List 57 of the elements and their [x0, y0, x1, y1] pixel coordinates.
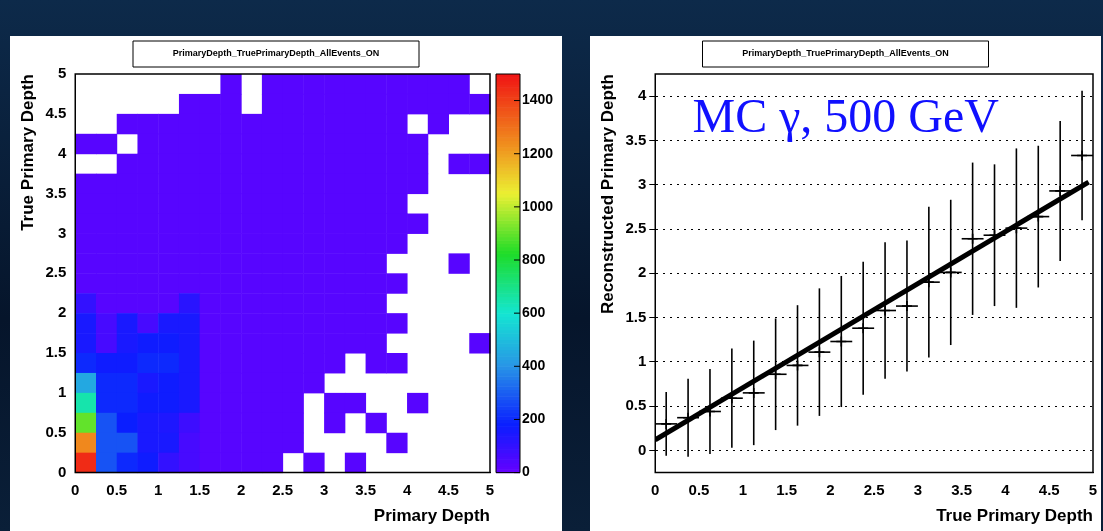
y-tick-label: 0	[637, 440, 647, 458]
y-tick-label: 3	[637, 174, 647, 192]
x-tick-label: 2.5	[272, 480, 294, 498]
x-tick-label: 3	[319, 480, 329, 498]
x-tick-label: 0	[71, 480, 80, 498]
y-tick-label: 2.5	[625, 219, 647, 237]
y-tick-label: 1	[637, 352, 647, 370]
y-tick-label: 2.5	[45, 263, 67, 281]
y-tick-label: 3.5	[45, 183, 67, 201]
x-tick-label: 2	[236, 480, 246, 498]
y-tick-label: 5	[57, 64, 67, 82]
color-bar-label: 400	[522, 357, 546, 374]
color-bar-label: 200	[522, 410, 546, 427]
x-tick-label: 3.5	[951, 480, 973, 498]
y-tick-label: 0.5	[625, 396, 647, 414]
x-tick-label: 3	[913, 480, 923, 498]
x-tick-label: 4.5	[438, 480, 459, 498]
y-tick-label: 3.5	[625, 130, 647, 148]
x-tick-label: 1.5	[776, 480, 798, 498]
x-axis-title: Primary Depth	[373, 506, 490, 526]
x-tick-label: 3.5	[355, 480, 377, 498]
color-bar-label: 800	[522, 250, 546, 267]
y-tick-label: 1.5	[45, 343, 67, 361]
x-tick-label: 1.5	[189, 480, 211, 498]
x-tick-label: 2.5	[863, 480, 885, 498]
y-tick-label: 0	[57, 462, 67, 480]
x-tick-label: 5	[1088, 480, 1098, 498]
y-tick-label: 2	[57, 303, 67, 321]
color-bar-label: 1200	[522, 144, 554, 161]
x-tick-label: 0.5	[688, 480, 710, 498]
y-tick-label: 1	[57, 383, 67, 401]
x-tick-label: 5	[485, 480, 495, 498]
y-tick-label: 4	[637, 86, 647, 104]
x-tick-label: 1	[154, 480, 163, 498]
y-tick-label: 1.5	[625, 307, 647, 325]
y-tick-label: 4	[57, 143, 67, 161]
chart-title: PrimaryDepth_TruePrimaryDepth_AllEvents_ON	[742, 48, 949, 59]
x-tick-label: 0	[651, 480, 660, 498]
x-tick-label: 2	[826, 480, 835, 498]
x-axis-title: True Primary Depth	[936, 506, 1093, 526]
y-tick-label: 2	[637, 263, 647, 281]
y-tick-label: 4.5	[45, 104, 67, 121]
color-bar-label: 600	[522, 304, 546, 321]
y-axis-title: Reconstructed Primary Depth	[597, 74, 617, 314]
color-bar-label: 1400	[522, 91, 554, 108]
y-tick-label: 0.5	[45, 422, 67, 440]
x-tick-label: 1	[738, 480, 747, 498]
color-bar-label: 1000	[522, 197, 554, 214]
annotation: MC γ, 500 GeV	[692, 89, 1000, 142]
x-tick-label: 4.5	[1038, 480, 1060, 498]
y-axis-title: True Primary Depth	[17, 74, 37, 231]
x-tick-label: 4	[402, 480, 412, 498]
y-tick-label: 3	[57, 223, 67, 241]
color-bar-label: 0	[522, 463, 530, 480]
chart-title: PrimaryDepth_TruePrimaryDepth_AllEvents_ON	[172, 48, 380, 59]
x-tick-label: 0.5	[106, 480, 128, 498]
x-tick-label: 4	[1001, 480, 1011, 498]
